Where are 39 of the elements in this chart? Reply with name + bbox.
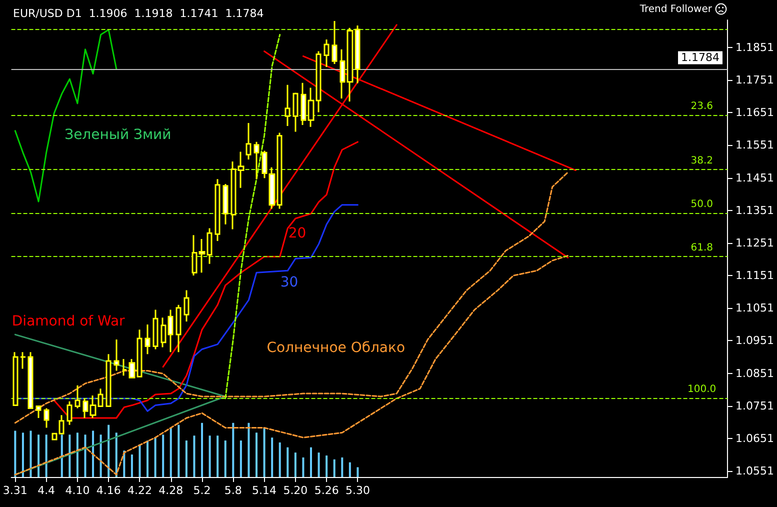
- y-tick-label: 1.1651: [736, 106, 774, 120]
- ref-line-label: 1.1784: [681, 51, 720, 64]
- annotation: Зеленый Змий: [64, 127, 172, 144]
- x-tick-label: 5.8: [224, 484, 242, 497]
- x-tick-label: 4.28: [158, 484, 184, 497]
- x-tick-label: 4.22: [127, 484, 152, 497]
- y-tick-label: 1.0651: [736, 432, 774, 446]
- y-tick-label: 1.1451: [736, 171, 774, 184]
- y-tick-label: 1.0951: [736, 334, 774, 348]
- annotation: 30: [280, 274, 298, 290]
- y-tick-label: 1.0851: [736, 366, 774, 380]
- y-tick-label: 1.1351: [736, 204, 774, 217]
- annotation: 61.8: [690, 242, 713, 254]
- annotation: 23.6: [690, 100, 713, 112]
- annotation: 100.0: [688, 384, 716, 396]
- x-tick-label: 4.10: [65, 484, 90, 497]
- y-tick-label: 1.1551: [736, 138, 774, 152]
- y-tick-label: 1.1751: [736, 73, 774, 86]
- x-tick-label: 5.2: [193, 484, 211, 497]
- x-tick-label: 4.4: [38, 484, 56, 497]
- annotation: 38.2: [690, 155, 713, 166]
- y-tick-label: 1.0751: [736, 399, 774, 412]
- text: Trend Follower: [640, 4, 712, 14]
- y-tick-label: 1.0551: [736, 464, 774, 478]
- chart-title: EUR/USD D1 1.1906 1.1918 1.1741 1.1784: [13, 7, 264, 20]
- y-tick-label: 1.1251: [736, 236, 774, 250]
- annotation: 50.0: [690, 199, 713, 210]
- y-tick-label: 1.1051: [736, 302, 774, 315]
- x-tick-label: 5.30: [345, 484, 370, 497]
- x-tick-label: 5.20: [283, 484, 308, 497]
- x-tick-label: 3.31: [2, 484, 28, 497]
- x-tick-label: 4.16: [96, 484, 121, 497]
- annotation: Diamond of War: [12, 314, 126, 330]
- x-tick-label: 5.14: [252, 484, 277, 497]
- annotation: 20: [288, 225, 306, 242]
- y-tick-label: 1.1851: [736, 40, 774, 54]
- x-tick-label: 5.26: [314, 484, 339, 497]
- annotation: Солнечное Облако: [266, 340, 406, 356]
- y-tick-label: 1.1151: [736, 269, 774, 282]
